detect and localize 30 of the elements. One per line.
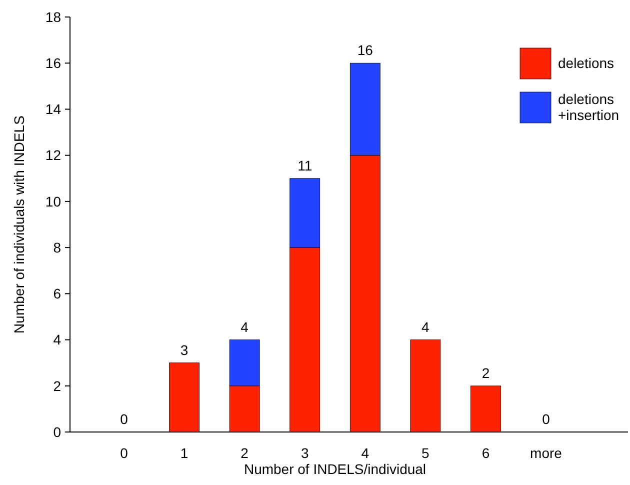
total-label: 2 — [482, 364, 490, 381]
total-label: 4 — [422, 318, 430, 335]
legend-label: deletions +insertion — [558, 91, 620, 123]
y-tick-label: 18 — [45, 8, 62, 25]
legend-label: deletions — [558, 55, 614, 71]
y-tick-label: 2 — [53, 378, 62, 394]
x-axis-title: Number of INDELS/individual — [244, 461, 426, 477]
y-tick-label: 4 — [53, 332, 62, 348]
x-tick-label: 5 — [422, 445, 430, 461]
x-tick-label: 1 — [180, 445, 188, 461]
y-tick-label: 8 — [53, 239, 62, 256]
y-tick-label: 6 — [53, 286, 62, 302]
y-tick-label: 10 — [45, 193, 62, 210]
total-label: 0 — [120, 411, 128, 427]
total-label: 11 — [298, 157, 312, 174]
y-tick-label: 16 — [45, 55, 62, 72]
y-axis-title: Number of individuals with INDELS — [11, 116, 27, 334]
total-label: 4 — [240, 318, 249, 335]
total-label: 3 — [180, 342, 188, 358]
y-tick-label: 0 — [53, 424, 62, 440]
x-tick-label: 2 — [240, 445, 249, 461]
y-tick-label: 14 — [45, 101, 62, 118]
x-tick-label: more — [530, 445, 562, 461]
total-label: 16 — [357, 42, 374, 58]
x-tick-label: 0 — [120, 445, 128, 461]
x-tick-label: 4 — [361, 445, 370, 461]
x-tick-label: 6 — [482, 445, 490, 461]
y-tick-label: 12 — [45, 147, 62, 164]
total-label: 0 — [542, 411, 550, 427]
x-tick-label: 3 — [300, 445, 309, 461]
